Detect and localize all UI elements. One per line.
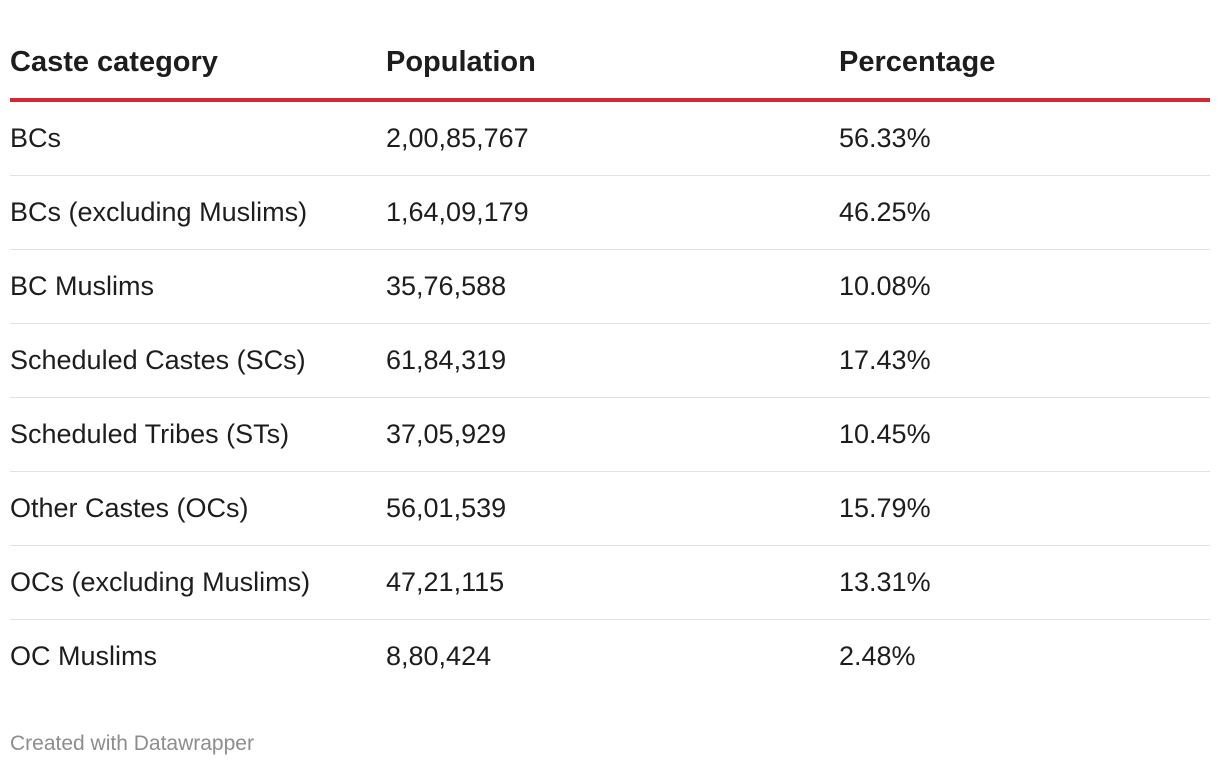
data-table-container: Caste category Population Percentage BCs… bbox=[10, 26, 1210, 693]
cell-percentage: 10.45% bbox=[839, 397, 1210, 472]
cell-percentage: 15.79% bbox=[839, 471, 1210, 546]
table-row: Scheduled Castes (SCs) 61,84,319 17.43% bbox=[10, 323, 1210, 398]
cell-population: 61,84,319 bbox=[386, 323, 839, 398]
cell-percentage: 2.48% bbox=[839, 641, 916, 671]
cell-caste-category: BC Muslims bbox=[10, 249, 386, 324]
cell-caste-category: OC Muslims bbox=[10, 641, 157, 671]
cell-population: 35,76,588 bbox=[386, 249, 839, 324]
table-row: OCs (excluding Muslims) 47,21,115 13.31% bbox=[10, 545, 1210, 620]
table-header-row: Caste category Population Percentage bbox=[10, 26, 1210, 102]
cell-population: 1,64,09,179 bbox=[386, 175, 839, 250]
cell-percentage: 56.33% bbox=[839, 100, 1210, 176]
cell-population: 2,00,85,767 bbox=[386, 100, 839, 176]
cell-caste-category: OCs (excluding Muslims) bbox=[10, 545, 386, 620]
column-header-caste-category[interactable]: Caste category bbox=[10, 26, 386, 102]
cell-population: 47,21,115 bbox=[386, 545, 839, 620]
table-row: BC Muslims 35,76,588 10.08% bbox=[10, 249, 1210, 324]
table-row: Scheduled Tribes (STs) 37,05,929 10.45% bbox=[10, 397, 1210, 472]
caste-population-table: Caste category Population Percentage BCs… bbox=[10, 26, 1210, 693]
cell-percentage: 13.31% bbox=[839, 545, 1210, 620]
table-row: BCs (excluding Muslims) 1,64,09,179 46.2… bbox=[10, 175, 1210, 250]
cell-caste-category: Scheduled Tribes (STs) bbox=[10, 397, 386, 472]
cell-caste-category: Other Castes (OCs) bbox=[10, 471, 386, 546]
column-header-population[interactable]: Population bbox=[386, 26, 839, 102]
cell-caste-category: Scheduled Castes (SCs) bbox=[10, 323, 386, 398]
cell-percentage: 10.08% bbox=[839, 249, 1210, 324]
cell-percentage: 46.25% bbox=[839, 175, 1210, 250]
table-row: Other Castes (OCs) 56,01,539 15.79% bbox=[10, 471, 1210, 546]
cell-population: 8,80,424 bbox=[386, 641, 492, 671]
datawrapper-credit[interactable]: Created with Datawrapper bbox=[10, 732, 254, 755]
table-row: BCs 2,00,85,767 56.33% bbox=[10, 100, 1210, 176]
cell-population: 56,01,539 bbox=[386, 471, 839, 546]
cell-caste-category: BCs (excluding Muslims) bbox=[10, 175, 386, 250]
column-header-percentage[interactable]: Percentage bbox=[839, 26, 1210, 102]
table-row: OC Muslims 8,80,424 2.48% bbox=[10, 620, 1210, 694]
cell-percentage: 17.43% bbox=[839, 323, 1210, 398]
cell-population: 37,05,929 bbox=[386, 397, 839, 472]
cell-caste-category: BCs bbox=[10, 100, 386, 176]
